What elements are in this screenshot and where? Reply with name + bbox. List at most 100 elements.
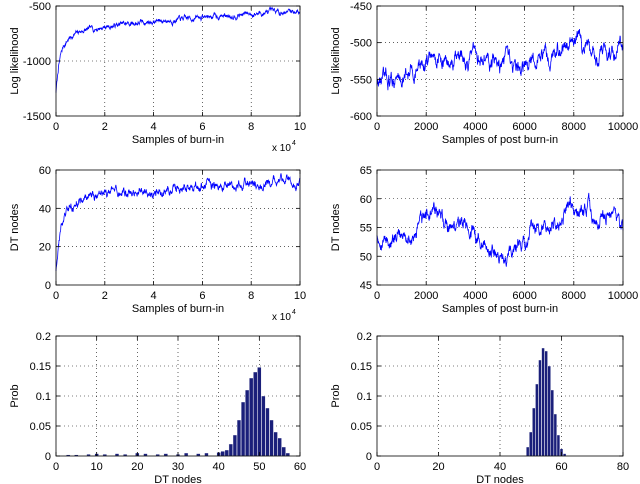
x-tick-label: 10 <box>91 461 103 473</box>
chart-panel-4: 0 2000 4000 6000 8000 10000 45 50 55 60 65 Samples … <box>330 165 638 315</box>
histogram-bar <box>281 446 286 457</box>
x-tick-label: 60 <box>294 461 306 473</box>
histogram-bar <box>265 407 270 457</box>
x-tick-label: 2000 <box>414 121 438 133</box>
x-tick-label: 40 <box>213 461 225 473</box>
y-axis-label: DT nodes <box>9 203 21 251</box>
y-tick-label: 0.1 <box>357 391 372 403</box>
x-tick-label: 0 <box>374 290 380 302</box>
y-tick-label: -1000 <box>23 56 51 68</box>
x-tick-label: 4000 <box>463 121 487 133</box>
histogram-bar <box>261 395 266 457</box>
x-exponent-label: x 10 <box>272 143 291 154</box>
y-tick-label: 50 <box>360 251 372 263</box>
x-tick-label: 8 <box>248 290 254 302</box>
histogram-bar <box>553 413 558 457</box>
x-tick-label: 6 <box>199 121 205 133</box>
chart-panel-3: 0 2 4 6 8 10 0 20 40 60 Samples of burn-in DT nodes… <box>9 165 306 323</box>
y-tick-label: 65 <box>360 165 372 177</box>
x-exponent-label: x 10 <box>272 312 291 323</box>
chart-panel-1: 0 2 4 6 8 10 -1500 -1000 -500 Samples of burn-in L… <box>9 1 306 154</box>
y-tick-label: 0.2 <box>36 331 51 343</box>
y-axis-label: DT nodes <box>330 203 342 251</box>
chart-panel-5: 0 10 20 30 40 50 60 0 0.05 0.1 0.15 0.2 DT nodes Prob <box>9 331 306 484</box>
histogram-bar <box>277 437 282 457</box>
x-tick-label: 20 <box>131 461 143 473</box>
x-tick-label: 2000 <box>414 290 438 302</box>
x-tick-label: 0 <box>374 121 380 133</box>
x-tick-label: 0 <box>53 461 59 473</box>
x-axis-label: Samples of burn-in <box>132 303 224 315</box>
x-axis-label: Samples of post burn-in <box>442 303 558 315</box>
y-tick-label: 0.05 <box>351 421 372 433</box>
histogram-bar <box>550 389 554 457</box>
x-tick-label: 10 <box>294 121 306 133</box>
x-tick-label: 40 <box>494 461 506 473</box>
histogram-bar <box>538 359 542 457</box>
axes-box <box>376 5 624 117</box>
x-tick-label: 4 <box>151 290 157 302</box>
x-tick-label: 0 <box>53 290 59 302</box>
y-tick-label: -550 <box>350 74 372 86</box>
y-axis-label: Log likelihood <box>9 27 21 94</box>
y-tick-label: -600 <box>350 111 372 123</box>
y-tick-label: 0.2 <box>357 331 372 343</box>
y-axis-label: Prob <box>330 384 342 407</box>
histogram-bar <box>556 434 561 457</box>
axes-box <box>55 169 301 286</box>
series-line-1 <box>55 173 301 272</box>
x-tick-label: 6000 <box>512 121 536 133</box>
x-tick-label: 10 <box>294 290 306 302</box>
x-tick-label: 30 <box>172 461 184 473</box>
histogram-bar <box>257 367 262 457</box>
y-tick-label: 0 <box>366 451 372 463</box>
series-line-1 <box>376 192 624 267</box>
y-tick-label: 0.05 <box>30 421 51 433</box>
y-tick-label: -500 <box>350 38 372 50</box>
histogram-bar <box>285 452 290 457</box>
x-axis-label: Samples of post burn-in <box>442 134 558 146</box>
y-tick-label: 0 <box>45 280 51 292</box>
x-tick-label: 10000 <box>608 290 639 302</box>
histogram-bar <box>236 419 242 457</box>
histogram-bar <box>232 434 238 457</box>
histogram-bar <box>541 347 545 457</box>
histogram-bar <box>526 446 530 457</box>
histogram-bar <box>535 383 539 457</box>
histogram-bar <box>544 350 548 457</box>
y-tick-label: 0.15 <box>30 361 51 373</box>
y-tick-label: 60 <box>39 165 51 177</box>
y-tick-label: 55 <box>360 223 372 235</box>
x-axis-label: Samples of burn-in <box>132 134 224 146</box>
histogram-bar <box>273 431 278 457</box>
x-tick-label: 50 <box>253 461 265 473</box>
x-tick-label: 10000 <box>608 121 639 133</box>
series-line-1 <box>55 6 301 93</box>
x-tick-label: 4000 <box>463 290 487 302</box>
x-axis-label: DT nodes <box>476 474 524 484</box>
y-tick-label: 20 <box>39 242 51 254</box>
histogram-bar <box>220 451 225 457</box>
histogram-bar <box>253 371 258 457</box>
histogram-bar <box>547 365 551 457</box>
histogram-bar <box>228 443 233 457</box>
x-axis-label: DT nodes <box>154 474 202 484</box>
x-exponent-power: 4 <box>292 309 296 316</box>
x-tick-label: 20 <box>432 461 444 473</box>
y-tick-label: -450 <box>350 1 372 13</box>
x-tick-label: 8000 <box>562 121 586 133</box>
y-axis-label: Log likelihood <box>330 27 342 94</box>
histogram-bar <box>249 377 254 457</box>
histogram-bar <box>269 419 274 457</box>
x-tick-label: 2 <box>102 290 108 302</box>
x-tick-label: 6000 <box>512 290 536 302</box>
y-tick-label: 40 <box>39 203 51 215</box>
x-tick-label: 8000 <box>562 290 586 302</box>
y-tick-label: 60 <box>360 194 372 206</box>
series-line-1 <box>376 28 624 91</box>
y-tick-label: 0.1 <box>36 391 51 403</box>
x-tick-label: 6 <box>199 290 205 302</box>
x-tick-label: 0 <box>374 461 380 473</box>
histogram-bar <box>224 449 229 457</box>
